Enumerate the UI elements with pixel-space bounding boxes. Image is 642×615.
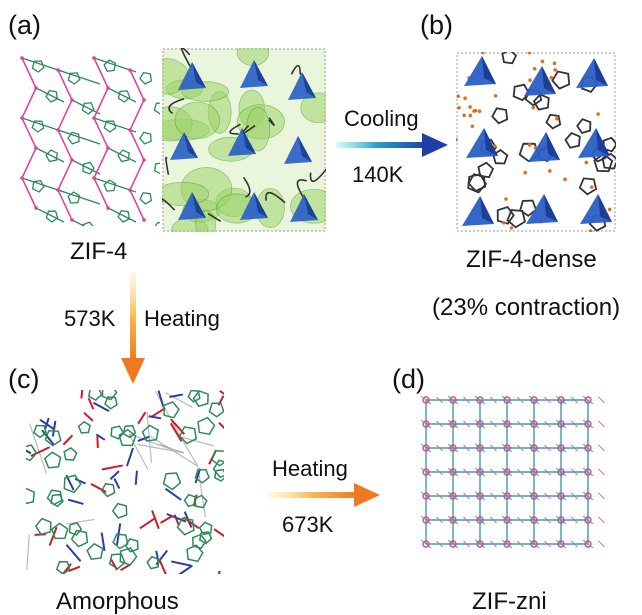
heating-right-arrow [268, 482, 380, 508]
panel-label-a: (a) [8, 12, 41, 39]
caption-contraction: (23% contraction) [432, 296, 620, 320]
zif4-polyhedra-image [162, 48, 326, 232]
amorphous-image [26, 390, 224, 574]
heating-down-temperature: 573K [64, 308, 115, 330]
zif4-framework-image [10, 48, 160, 226]
cooling-label: Cooling [344, 108, 419, 130]
heating-right-label: Heating [272, 458, 348, 480]
caption-zif-zni: ZIF-zni [472, 590, 547, 614]
zif-zni-image [416, 392, 612, 564]
heating-right-temperature: 673K [282, 514, 333, 536]
panel-label-c: (c) [8, 366, 39, 393]
heating-down-label: Heating [144, 308, 220, 330]
zif4-dense-image [456, 52, 616, 232]
heating-down-arrow [120, 272, 146, 384]
panel-label-d: (d) [392, 366, 425, 393]
caption-zif4-dense: ZIF-4-dense [466, 248, 597, 272]
cooling-temperature: 140K [352, 164, 403, 186]
caption-amorphous: Amorphous [56, 590, 179, 614]
cooling-arrow [336, 132, 448, 158]
caption-zif4: ZIF-4 [70, 240, 127, 264]
panel-label-b: (b) [420, 12, 453, 39]
